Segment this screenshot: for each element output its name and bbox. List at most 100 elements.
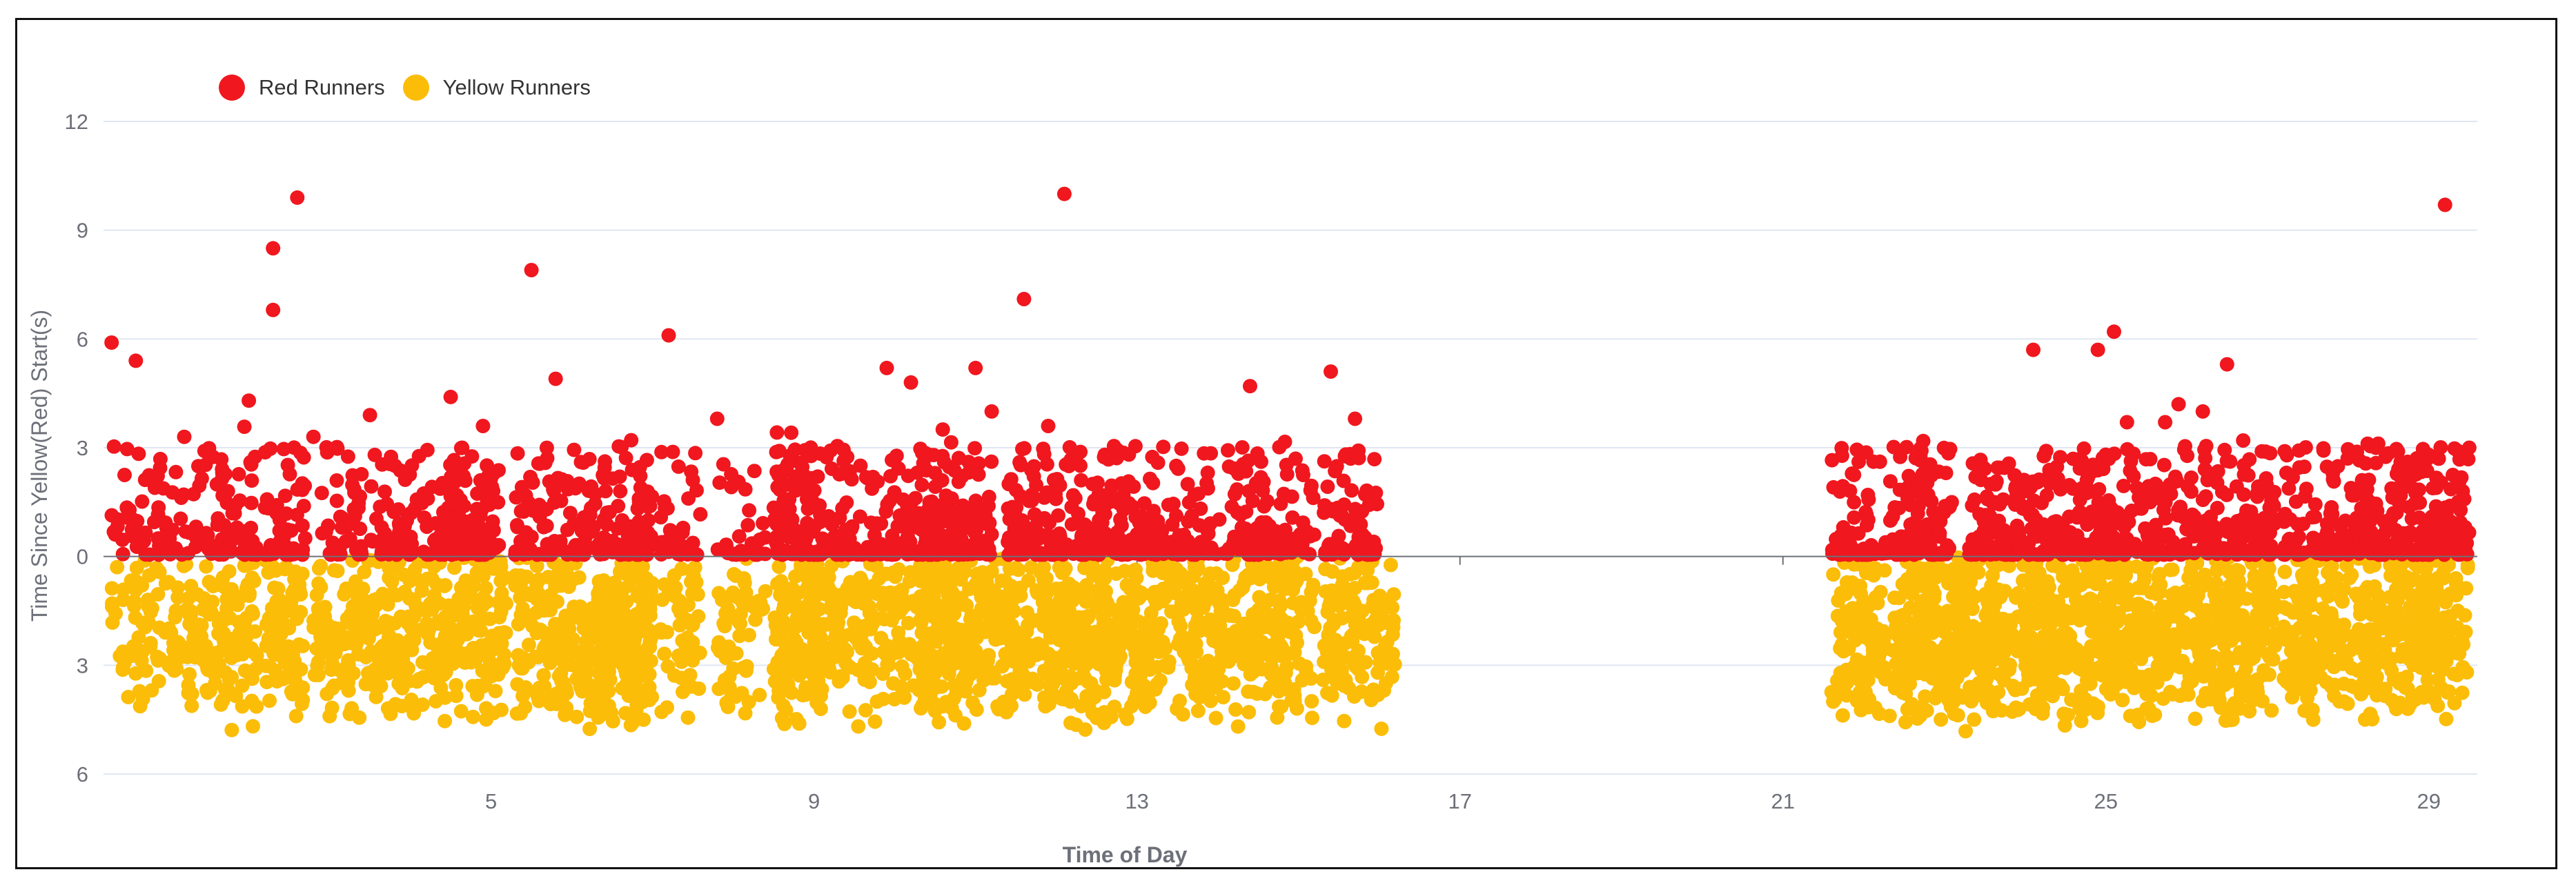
red-runner-point bbox=[132, 534, 148, 549]
yellow-runner-point bbox=[2018, 652, 2034, 667]
yellow-runner-point bbox=[711, 635, 727, 650]
yellow-runner-point bbox=[824, 558, 839, 573]
yellow-runner-point bbox=[883, 593, 898, 608]
yellow-runner-point bbox=[928, 649, 943, 664]
yellow-runner-point bbox=[1923, 640, 1938, 655]
yellow-runner-point bbox=[1272, 599, 1288, 614]
yellow-runner-point bbox=[259, 617, 274, 632]
red-runner-point bbox=[836, 453, 852, 468]
yellow-runner-point bbox=[1359, 621, 1374, 635]
yellow-runner-point bbox=[2172, 688, 2187, 703]
yellow-runner-point bbox=[446, 635, 461, 650]
red-runner-point bbox=[738, 482, 753, 497]
yellow-runner-point bbox=[741, 628, 756, 643]
y-tick-label: 12 bbox=[65, 110, 88, 134]
yellow-runner-point bbox=[2390, 592, 2405, 607]
yellow-runner-point bbox=[1228, 624, 1243, 639]
yellow-runner-point bbox=[1119, 711, 1134, 726]
yellow-runner-point bbox=[869, 694, 885, 709]
red-runner-point bbox=[918, 531, 934, 546]
yellow-runner-point bbox=[2225, 610, 2240, 625]
red-runner-point bbox=[860, 470, 875, 486]
yellow-runner-point bbox=[1962, 584, 1977, 599]
yellow-runner-point bbox=[400, 616, 415, 631]
yellow-runner-point bbox=[291, 637, 306, 652]
yellow-runner-point bbox=[1911, 655, 1927, 669]
yellow-runner-point bbox=[2413, 660, 2428, 675]
yellow-runner-point bbox=[521, 637, 536, 653]
yellow-runner-point bbox=[1190, 613, 1206, 627]
yellow-runner-point bbox=[1252, 590, 1267, 605]
red-runner-point bbox=[812, 515, 827, 530]
yellow-runner-point bbox=[2196, 669, 2212, 684]
yellow-runner-point bbox=[2181, 571, 2196, 585]
yellow-runner-point bbox=[927, 595, 942, 610]
red-runner-point bbox=[411, 448, 426, 464]
yellow-runner-point bbox=[2337, 676, 2352, 691]
yellow-runner-point bbox=[1152, 673, 1168, 688]
yellow-runner-point bbox=[584, 601, 600, 616]
yellow-runner-point bbox=[1155, 634, 1170, 649]
yellow-runner-point bbox=[453, 580, 469, 595]
yellow-runner-point bbox=[2357, 586, 2372, 602]
yellow-runner-point bbox=[143, 635, 158, 651]
yellow-runner-point bbox=[811, 580, 826, 595]
yellow-runner-point bbox=[1879, 641, 1894, 656]
yellow-runner-point bbox=[1954, 640, 1969, 655]
red-runner-point bbox=[329, 473, 344, 488]
legend-item-yellow-runners[interactable]: Yellow Runners bbox=[402, 75, 591, 101]
red-runner-point bbox=[787, 442, 803, 457]
yellow-runner-point bbox=[582, 722, 598, 736]
yellow-runner-point bbox=[2217, 677, 2232, 693]
yellow-runner-point bbox=[215, 693, 230, 708]
yellow-runner-point bbox=[1278, 577, 1292, 592]
yellow-runner-point bbox=[722, 680, 737, 695]
red-runner-point bbox=[342, 531, 357, 546]
legend-swatch-yellow bbox=[402, 75, 429, 101]
red-runner-point bbox=[618, 450, 633, 466]
yellow-runner-point bbox=[1013, 588, 1028, 603]
legend-item-red-runners[interactable]: Red Runners bbox=[219, 75, 385, 101]
yellow-runner-point bbox=[1954, 613, 1969, 628]
yellow-runner-point bbox=[1299, 659, 1314, 674]
yellow-runner-point bbox=[513, 607, 529, 622]
yellow-runner-point bbox=[812, 602, 827, 617]
y-tick-label: 6 bbox=[77, 327, 88, 351]
yellow-runner-point bbox=[224, 722, 239, 737]
yellow-runner-point bbox=[838, 655, 854, 671]
yellow-runner-point bbox=[2079, 651, 2094, 666]
yellow-runner-point bbox=[1958, 724, 1973, 739]
yellow-runner-point bbox=[1241, 704, 1257, 720]
yellow-runner-point bbox=[1954, 662, 1969, 677]
yellow-runner-point bbox=[2097, 610, 2112, 625]
yellow-runner-point bbox=[691, 609, 706, 624]
yellow-runner-point bbox=[284, 599, 299, 614]
red-runner-point bbox=[228, 526, 242, 542]
yellow-runner-point bbox=[127, 594, 142, 608]
red-runner-point bbox=[814, 547, 829, 562]
yellow-runner-point bbox=[2187, 711, 2203, 726]
yellow-runner-point bbox=[2429, 580, 2444, 595]
yellow-runner-point bbox=[231, 615, 246, 630]
yellow-runner-point bbox=[778, 591, 792, 606]
red-runner-point bbox=[716, 457, 731, 472]
yellow-runner-point bbox=[1134, 585, 1149, 600]
yellow-runner-point bbox=[1004, 639, 1019, 654]
yellow-runner-point bbox=[854, 573, 869, 588]
yellow-runner-point bbox=[826, 612, 841, 627]
yellow-runner-point bbox=[601, 698, 616, 713]
yellow-runner-point bbox=[464, 590, 479, 604]
yellow-runner-point bbox=[832, 626, 846, 642]
yellow-runner-point bbox=[2246, 577, 2261, 592]
red-runner-point bbox=[771, 531, 785, 546]
yellow-runner-point bbox=[358, 677, 373, 692]
yellow-runner-point bbox=[1157, 658, 1172, 673]
yellow-runner-point bbox=[1138, 629, 1153, 644]
yellow-runner-point bbox=[375, 641, 391, 656]
yellow-runner-point bbox=[1996, 611, 2011, 626]
yellow-runner-point bbox=[1086, 632, 1101, 647]
yellow-runner-point bbox=[259, 675, 275, 690]
red-runner-point bbox=[854, 547, 869, 562]
red-runner-point bbox=[810, 469, 825, 484]
